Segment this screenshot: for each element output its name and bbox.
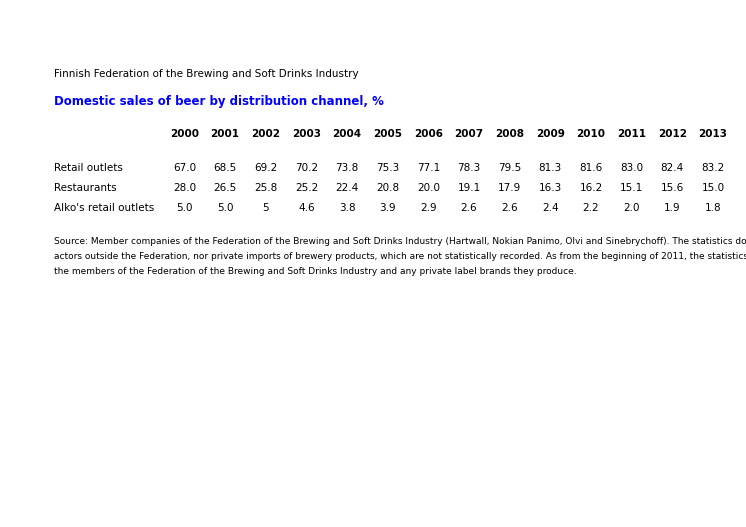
Text: 78.3: 78.3 [457,163,480,173]
Text: 15.6: 15.6 [661,183,684,193]
Text: 1.8: 1.8 [705,203,721,213]
Text: 3.9: 3.9 [380,203,396,213]
Text: 2002: 2002 [251,129,280,139]
Text: 16.2: 16.2 [580,183,603,193]
Text: 81.3: 81.3 [539,163,562,173]
Text: 81.6: 81.6 [580,163,603,173]
Text: 2.0: 2.0 [624,203,640,213]
Text: 2004: 2004 [333,129,362,139]
Text: 2010: 2010 [577,129,606,139]
Text: 82.4: 82.4 [661,163,684,173]
Text: 22.4: 22.4 [336,183,359,193]
Text: 2008: 2008 [495,129,524,139]
Text: 2013: 2013 [698,129,727,139]
Text: 2.6: 2.6 [461,203,477,213]
Text: 67.0: 67.0 [173,163,196,173]
Text: Retail outlets: Retail outlets [54,163,122,173]
Text: 75.3: 75.3 [376,163,399,173]
Text: actors outside the Federation, nor private imports of brewery products, which ar: actors outside the Federation, nor priva… [54,252,746,261]
Text: 2007: 2007 [454,129,483,139]
Text: 83.0: 83.0 [620,163,643,173]
Text: 2011: 2011 [617,129,646,139]
Text: 2009: 2009 [536,129,565,139]
Text: 2006: 2006 [414,129,443,139]
Text: the members of the Federation of the Brewing and Soft Drinks Industry and any pr: the members of the Federation of the Bre… [54,267,577,276]
Text: 20.0: 20.0 [417,183,440,193]
Text: 2000: 2000 [170,129,199,139]
Text: 3.8: 3.8 [339,203,355,213]
Text: 16.3: 16.3 [539,183,562,193]
Text: 17.9: 17.9 [498,183,521,193]
Text: 2.9: 2.9 [420,203,436,213]
Text: 2001: 2001 [210,129,239,139]
Text: 28.0: 28.0 [173,183,196,193]
Text: 70.2: 70.2 [295,163,318,173]
Text: 19.1: 19.1 [457,183,480,193]
Text: 2003: 2003 [292,129,321,139]
Text: 77.1: 77.1 [417,163,440,173]
Text: Domestic sales of beer by distribution channel, %: Domestic sales of beer by distribution c… [54,95,383,108]
Text: 20.8: 20.8 [376,183,399,193]
Text: 73.8: 73.8 [336,163,359,173]
Text: 25.2: 25.2 [295,183,318,193]
Text: 2005: 2005 [373,129,402,139]
Text: 68.5: 68.5 [213,163,236,173]
Text: 5: 5 [263,203,269,213]
Text: 83.2: 83.2 [701,163,724,173]
Text: 2012: 2012 [658,129,687,139]
Text: 1.9: 1.9 [664,203,680,213]
Text: 25.8: 25.8 [254,183,278,193]
Text: 15.1: 15.1 [620,183,643,193]
Text: 79.5: 79.5 [498,163,521,173]
Text: 26.5: 26.5 [213,183,236,193]
Text: 2.2: 2.2 [583,203,599,213]
Text: Alko's retail outlets: Alko's retail outlets [54,203,154,213]
Text: Restaurants: Restaurants [54,183,116,193]
Text: 69.2: 69.2 [254,163,278,173]
Text: Finnish Federation of the Brewing and Soft Drinks Industry: Finnish Federation of the Brewing and So… [54,69,358,79]
Text: 4.6: 4.6 [298,203,315,213]
Text: 5.0: 5.0 [217,203,233,213]
Text: 2.6: 2.6 [501,203,518,213]
Text: Source: Member companies of the Federation of the Brewing and Soft Drinks Indust: Source: Member companies of the Federati… [54,237,746,246]
Text: 5.0: 5.0 [176,203,192,213]
Text: 2.4: 2.4 [542,203,559,213]
Text: 15.0: 15.0 [701,183,724,193]
